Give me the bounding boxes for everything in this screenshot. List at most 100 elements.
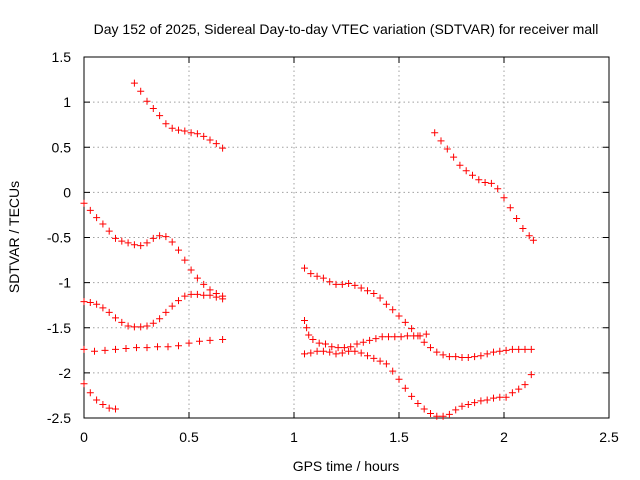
data-point <box>133 344 140 352</box>
data-point <box>521 381 529 389</box>
data-point <box>212 293 220 301</box>
data-point <box>122 345 130 353</box>
data-point <box>403 332 411 340</box>
series-arc-9 <box>431 129 537 244</box>
data-point <box>168 124 176 132</box>
data-point <box>345 347 353 355</box>
data-point <box>93 214 101 222</box>
data-point <box>477 397 485 405</box>
data-point <box>366 336 374 344</box>
data-point <box>206 336 214 344</box>
data-point <box>422 330 430 338</box>
data-point <box>513 215 521 223</box>
data-point <box>219 144 227 152</box>
data-point <box>508 389 516 397</box>
data-point <box>219 335 227 343</box>
data-point <box>149 104 157 112</box>
data-point <box>340 344 348 352</box>
data-point <box>437 137 445 145</box>
x-tick-label: 0 <box>80 429 88 445</box>
data-point <box>382 300 390 308</box>
data-point <box>519 224 527 232</box>
data-point <box>313 272 321 280</box>
series-arc-3 <box>80 290 227 331</box>
data-point <box>206 136 214 144</box>
data-point <box>445 410 453 418</box>
data-point <box>508 345 516 353</box>
data-point <box>105 308 113 316</box>
data-point <box>326 348 334 356</box>
data-point <box>301 264 308 272</box>
data-point <box>395 375 403 383</box>
data-point <box>351 347 359 355</box>
data-point <box>112 345 119 353</box>
data-point <box>187 290 195 298</box>
data-point <box>464 400 472 408</box>
data-point <box>372 335 380 343</box>
data-point <box>391 333 399 341</box>
data-point <box>168 302 176 310</box>
data-point <box>433 348 441 356</box>
data-point <box>410 332 418 340</box>
data-point <box>124 239 132 247</box>
y-tick-label: -2.5 <box>47 410 71 426</box>
data-point <box>397 333 405 341</box>
data-point <box>200 132 208 140</box>
x-tick-label: 2.5 <box>599 429 619 445</box>
data-point <box>303 324 311 332</box>
data-point <box>124 322 132 330</box>
data-point <box>464 354 472 362</box>
data-point <box>118 318 126 326</box>
data-point <box>193 290 201 298</box>
data-point <box>149 234 157 242</box>
data-point <box>439 412 447 420</box>
data-point <box>143 239 151 247</box>
x-tick-label: 1.5 <box>389 429 409 445</box>
data-point <box>168 238 176 246</box>
data-point <box>181 127 189 135</box>
data-point <box>347 343 355 351</box>
data-point <box>175 246 182 254</box>
data-point <box>319 347 327 355</box>
data-point <box>439 351 447 359</box>
data-point <box>338 349 346 357</box>
data-point <box>80 380 88 388</box>
data-point <box>80 345 88 353</box>
data-point <box>175 297 182 305</box>
series-arc-8 <box>301 347 535 420</box>
data-point <box>401 318 409 326</box>
data-point <box>193 130 201 138</box>
data-point <box>477 352 485 360</box>
data-point <box>378 333 386 341</box>
data-point <box>364 352 371 360</box>
data-point <box>143 97 151 105</box>
data-point <box>382 360 390 368</box>
data-point <box>471 399 479 407</box>
data-point <box>112 234 119 242</box>
data-point <box>490 394 497 402</box>
data-point <box>112 314 119 322</box>
data-point <box>420 338 428 346</box>
data-point <box>527 371 535 379</box>
data-point <box>101 346 109 354</box>
data-point <box>196 337 203 345</box>
data-point <box>105 404 113 412</box>
data-point <box>452 406 460 414</box>
data-point <box>315 339 323 347</box>
data-point <box>458 402 466 410</box>
ticks: 0 0.5 1 1.5 2 2.5 -2.5 -2 -1.5 -1 -0.5 0 0.5 1 1.5 <box>47 49 619 445</box>
data-point <box>162 120 170 128</box>
data-point <box>452 353 460 361</box>
data-point <box>483 396 491 404</box>
data-point <box>181 256 189 264</box>
data-point <box>416 332 424 340</box>
data-point <box>385 333 392 341</box>
data-point <box>130 323 138 331</box>
data-point <box>200 291 208 299</box>
y-tick-label: 0.5 <box>52 139 72 155</box>
data-point <box>494 185 502 193</box>
data-points <box>80 79 537 420</box>
data-point <box>357 349 365 357</box>
data-point <box>376 294 384 302</box>
data-point <box>481 178 489 186</box>
